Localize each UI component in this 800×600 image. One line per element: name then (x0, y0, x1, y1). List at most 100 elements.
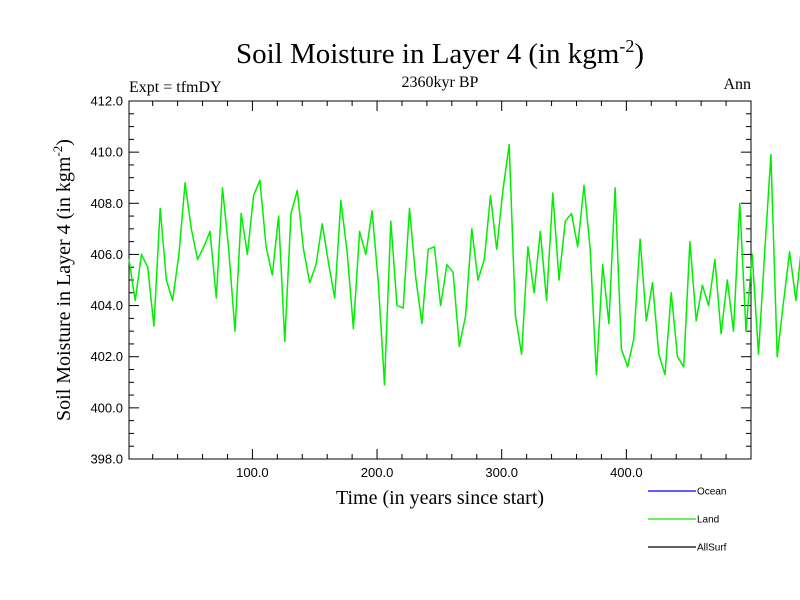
y-tick-label: 408.0 (90, 196, 123, 211)
data-point (689, 241, 691, 243)
data-point (471, 228, 473, 230)
data-point (489, 195, 492, 197)
data-point (739, 202, 741, 204)
data-point (128, 258, 130, 261)
data-point (521, 353, 523, 355)
data-point (776, 356, 778, 358)
x-axis: 100.0 200.0 300.0 400.0 (152, 101, 727, 480)
data-point (770, 154, 772, 156)
data-point (570, 212, 573, 215)
data-point (309, 282, 311, 284)
data-point (651, 282, 654, 284)
data-point (683, 366, 685, 368)
data-point (795, 299, 797, 302)
data-point (271, 274, 273, 276)
data-point (620, 348, 623, 350)
data-point (190, 228, 192, 230)
data-point (172, 299, 174, 302)
experiment-label: Expt = tfmDY (129, 79, 222, 96)
data-point (539, 230, 541, 232)
data-point (140, 253, 143, 255)
data-point (658, 353, 660, 355)
data-point (165, 279, 167, 281)
data-point (327, 261, 329, 263)
data-point (751, 253, 753, 255)
data-point (203, 246, 205, 248)
data-point (533, 292, 535, 294)
y-tick-label: 402.0 (90, 349, 123, 364)
data-point (558, 279, 560, 281)
data-point (477, 279, 479, 281)
series-points-land (128, 143, 797, 386)
data-point (670, 292, 672, 294)
data-point (253, 195, 255, 197)
data-point (340, 200, 342, 202)
data-point (315, 264, 317, 266)
data-point (265, 246, 267, 248)
data-point (614, 187, 616, 189)
y-tick-label: 406.0 (90, 247, 123, 262)
data-point (726, 279, 728, 281)
data-point (645, 320, 647, 322)
data-point (159, 207, 161, 209)
chart-title: Soil Moisture in Layer 4 (in kgm-2) (236, 36, 644, 70)
data-point (415, 276, 417, 278)
data-point (278, 215, 280, 217)
data-point (371, 210, 373, 212)
data-point (408, 207, 411, 209)
data-point (452, 271, 454, 273)
data-point (396, 305, 398, 307)
legend-label: Land (697, 515, 719, 526)
data-point (701, 284, 704, 286)
data-point (178, 253, 180, 255)
data-point (508, 143, 510, 146)
data-point (583, 184, 585, 186)
data-point (302, 248, 305, 250)
data-point (745, 330, 747, 332)
data-point (402, 307, 404, 309)
data-point (421, 322, 423, 325)
x-tick-label: 200.0 (361, 465, 394, 480)
plot-frame (128, 100, 752, 460)
data-point (695, 320, 697, 322)
x-tick-label: 300.0 (485, 465, 518, 480)
data-point (764, 251, 766, 253)
season-label: Ann (723, 76, 751, 93)
data-point (552, 192, 554, 194)
data-point (234, 330, 236, 332)
data-point (608, 322, 610, 325)
y-tick-label: 412.0 (90, 94, 123, 109)
data-point (440, 305, 442, 307)
data-point (346, 251, 348, 253)
data-point (446, 264, 448, 266)
data-point (577, 246, 579, 248)
series-line-land (128, 143, 800, 386)
data-point (514, 315, 517, 317)
y-tick-label: 404.0 (90, 298, 123, 313)
data-point (334, 297, 336, 299)
period-label: 2360kyr BP (402, 74, 479, 91)
data-point (246, 253, 248, 255)
data-point (458, 345, 460, 348)
data-point (664, 374, 666, 376)
data-point (602, 264, 604, 266)
x-tick-label: 400.0 (610, 465, 643, 480)
y-tick-label: 400.0 (90, 400, 123, 415)
y-axis-title: Soil Moisture in Layer 4 (in kgm-2) (50, 139, 75, 421)
data-point (321, 223, 323, 225)
data-point (365, 253, 367, 255)
data-point (633, 338, 635, 340)
legend-label: Ocean (697, 487, 726, 498)
data-point (184, 182, 186, 184)
data-point (284, 340, 286, 342)
data-point (427, 248, 429, 250)
data-point (589, 248, 591, 250)
x-axis-title: Time (in years since start) (336, 487, 544, 509)
data-point (352, 328, 354, 330)
data-point (782, 302, 785, 304)
data-point (714, 258, 716, 261)
y-tick-label: 398.0 (90, 452, 123, 467)
data-point (134, 299, 136, 302)
data-point (502, 189, 504, 192)
